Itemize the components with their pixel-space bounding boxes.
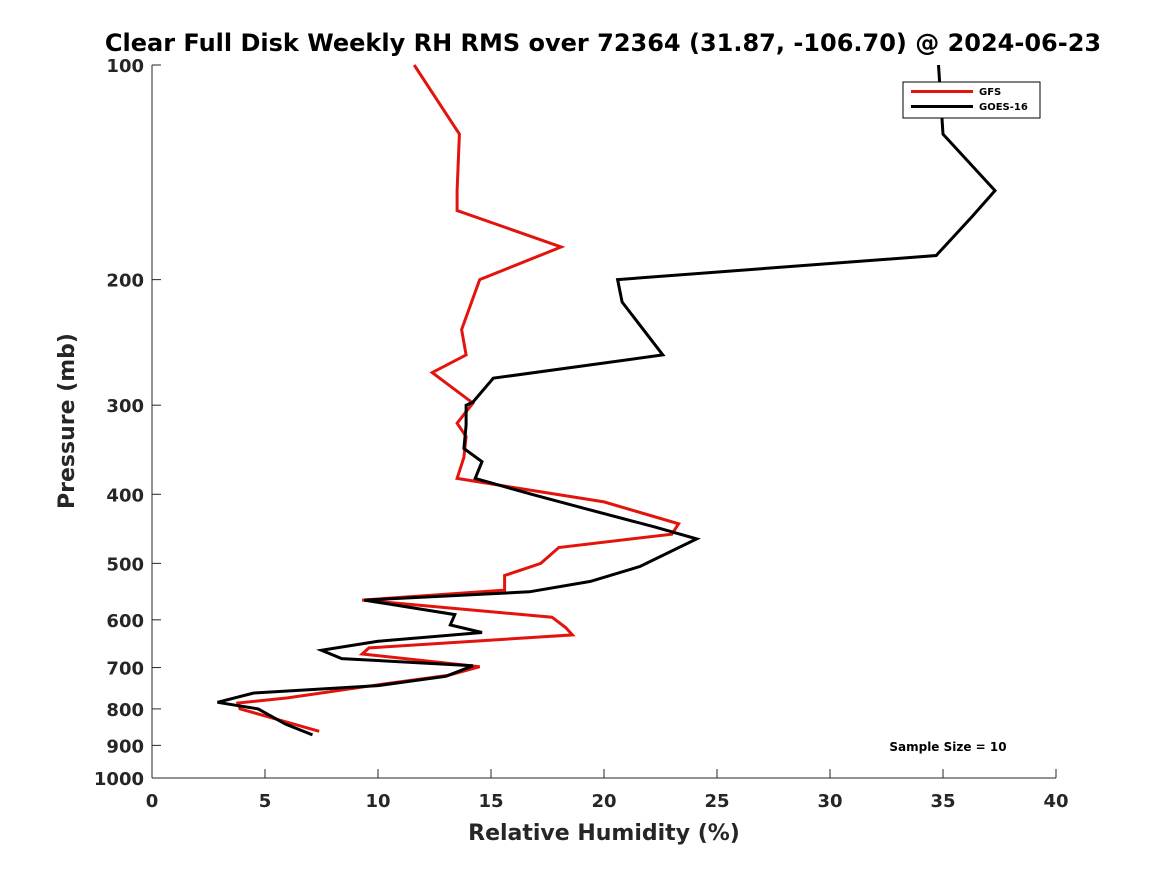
y-tick-label: 1000	[94, 769, 144, 790]
legend-label-goes-16: GOES-16	[979, 102, 1028, 113]
y-tick-label: 900	[106, 736, 144, 757]
x-tick-label: 15	[478, 791, 503, 812]
y-tick-label: 100	[106, 56, 144, 77]
chart-title: Clear Full Disk Weekly RH RMS over 72364…	[105, 29, 1101, 57]
legend: GFS GOES-16	[902, 81, 1041, 119]
y-tick-label: 700	[106, 659, 144, 680]
y-tick-label: 400	[106, 485, 144, 506]
x-tick-label: 25	[704, 791, 729, 812]
y-tick-label: 200	[106, 271, 144, 292]
x-tick-label: 35	[930, 791, 955, 812]
legend-box	[902, 81, 1041, 119]
x-tick-label: 5	[259, 791, 272, 812]
y-tick-label: 300	[106, 396, 144, 417]
y-tick-label: 500	[106, 554, 144, 575]
y-axis-label: Pressure (mb)	[55, 333, 80, 509]
legend-label-gfs: GFS	[979, 87, 1001, 98]
sample-size-annotation: Sample Size = 10	[889, 740, 1006, 754]
y-tick-label: 800	[106, 700, 144, 721]
x-tick-label: 10	[365, 791, 390, 812]
series-layer	[217, 64, 998, 737]
x-tick-label: 40	[1043, 791, 1068, 812]
y-tick-label: 600	[106, 611, 144, 632]
series-line-gfs	[235, 64, 681, 733]
x-tick-label: 20	[591, 791, 616, 812]
x-tick-label: 0	[146, 791, 159, 812]
plot-axes: 0 5 10 15 20 25 30 35 40 100 200 300 400 500 600 700 800…	[94, 56, 1069, 812]
series-line-goes-16	[217, 64, 998, 737]
x-tick-label: 30	[817, 791, 842, 812]
x-axis-label: Relative Humidity (%)	[468, 821, 740, 846]
